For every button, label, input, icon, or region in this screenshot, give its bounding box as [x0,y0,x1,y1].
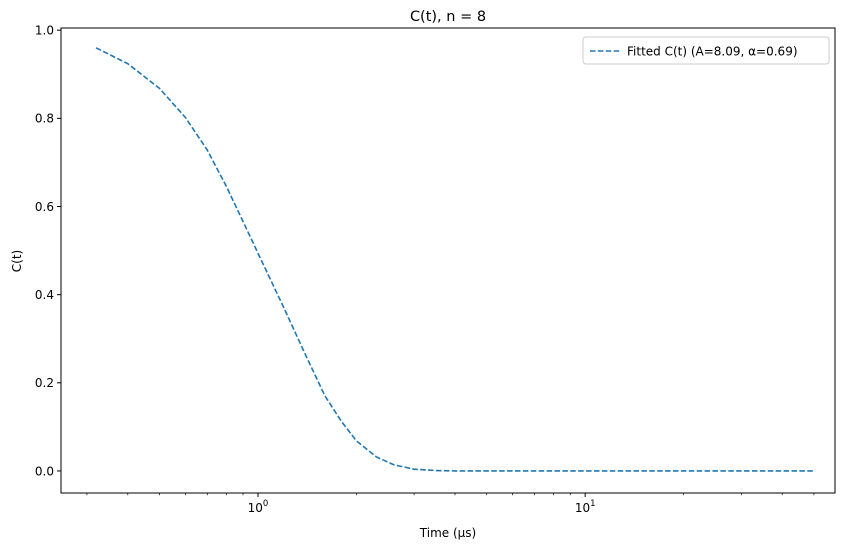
series-layer [95,47,814,472]
chart-title: C(t), n = 8 [410,9,486,25]
y-tick-label-0: 0.0 [35,464,54,478]
y-axis-label: C(t) [10,250,24,272]
y-tick-label-1: 0.2 [35,376,54,390]
legend-box [582,36,830,65]
legend: Fitted C(t) (A=8.09, α=0.69) [582,36,830,65]
y-tick-label-4: 0.8 [35,112,54,126]
series-line-0 [95,47,814,472]
x-axis: 100 101 [86,493,815,515]
plot-area: 100 101 0.0 0.2 0.4 0.6 0.8 1.0 [35,24,836,515]
y-axis: 0.0 0.2 0.4 0.6 0.8 1.0 [35,24,61,478]
x-tick-label-1: 101 [575,499,596,515]
x-tick-label-0: 100 [248,499,269,515]
plot-frame [60,27,836,494]
legend-label-series-0: Fitted C(t) (A=8.09, α=0.69) [627,45,798,59]
y-tick-label-5: 1.0 [35,24,54,38]
x-axis-label: Time (μs) [419,526,476,540]
y-tick-label-2: 0.4 [35,288,54,302]
y-tick-label-3: 0.6 [35,200,54,214]
